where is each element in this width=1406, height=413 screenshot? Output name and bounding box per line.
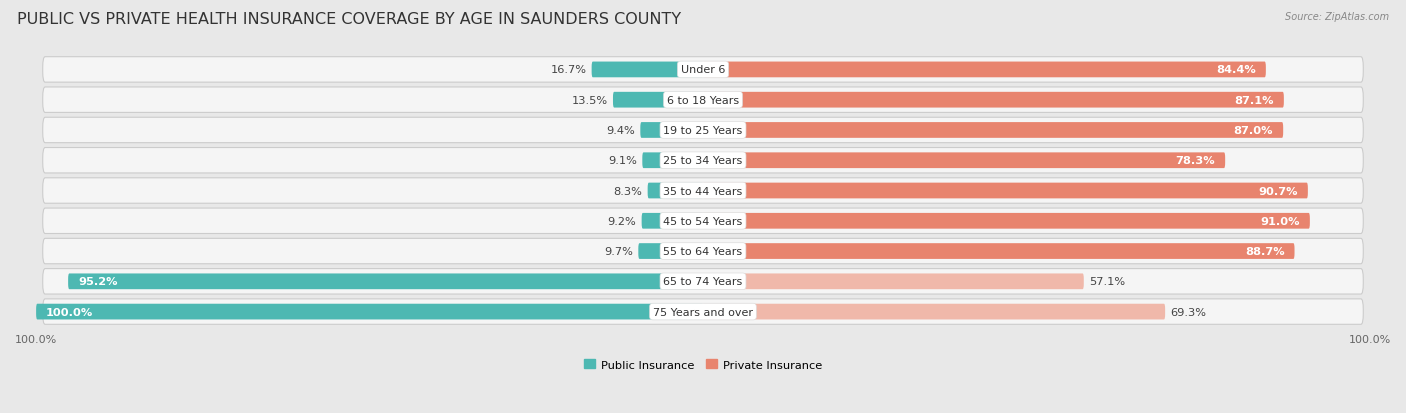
Text: 75 Years and over: 75 Years and over bbox=[652, 307, 754, 317]
FancyBboxPatch shape bbox=[641, 214, 703, 229]
Text: 45 to 54 Years: 45 to 54 Years bbox=[664, 216, 742, 226]
Text: 95.2%: 95.2% bbox=[79, 277, 118, 287]
FancyBboxPatch shape bbox=[42, 57, 1364, 83]
FancyBboxPatch shape bbox=[703, 93, 1284, 108]
Text: 100.0%: 100.0% bbox=[46, 307, 93, 317]
FancyBboxPatch shape bbox=[703, 214, 1310, 229]
FancyBboxPatch shape bbox=[703, 62, 1265, 78]
Text: Under 6: Under 6 bbox=[681, 65, 725, 75]
FancyBboxPatch shape bbox=[640, 123, 703, 138]
Text: 6 to 18 Years: 6 to 18 Years bbox=[666, 95, 740, 105]
FancyBboxPatch shape bbox=[703, 153, 1225, 169]
Text: 65 to 74 Years: 65 to 74 Years bbox=[664, 277, 742, 287]
FancyBboxPatch shape bbox=[648, 183, 703, 199]
Text: 90.7%: 90.7% bbox=[1258, 186, 1298, 196]
Text: 16.7%: 16.7% bbox=[550, 65, 586, 75]
FancyBboxPatch shape bbox=[643, 153, 703, 169]
Text: 9.4%: 9.4% bbox=[606, 126, 636, 135]
Text: 57.1%: 57.1% bbox=[1090, 277, 1125, 287]
FancyBboxPatch shape bbox=[37, 304, 703, 320]
FancyBboxPatch shape bbox=[42, 209, 1364, 234]
FancyBboxPatch shape bbox=[42, 118, 1364, 143]
FancyBboxPatch shape bbox=[613, 93, 703, 108]
FancyBboxPatch shape bbox=[703, 274, 1084, 290]
Legend: Public Insurance, Private Insurance: Public Insurance, Private Insurance bbox=[579, 355, 827, 374]
FancyBboxPatch shape bbox=[703, 183, 1308, 199]
FancyBboxPatch shape bbox=[42, 88, 1364, 113]
FancyBboxPatch shape bbox=[703, 244, 1295, 259]
FancyBboxPatch shape bbox=[638, 244, 703, 259]
Text: 19 to 25 Years: 19 to 25 Years bbox=[664, 126, 742, 135]
Text: 25 to 34 Years: 25 to 34 Years bbox=[664, 156, 742, 166]
FancyBboxPatch shape bbox=[42, 269, 1364, 294]
Text: 78.3%: 78.3% bbox=[1175, 156, 1215, 166]
FancyBboxPatch shape bbox=[42, 299, 1364, 325]
Text: 69.3%: 69.3% bbox=[1170, 307, 1206, 317]
Text: 9.7%: 9.7% bbox=[605, 247, 633, 256]
Text: 84.4%: 84.4% bbox=[1216, 65, 1256, 75]
Text: 9.2%: 9.2% bbox=[607, 216, 637, 226]
Text: 91.0%: 91.0% bbox=[1260, 216, 1301, 226]
FancyBboxPatch shape bbox=[42, 178, 1364, 204]
FancyBboxPatch shape bbox=[703, 304, 1166, 320]
Text: 8.3%: 8.3% bbox=[613, 186, 643, 196]
Text: 87.1%: 87.1% bbox=[1234, 95, 1274, 105]
FancyBboxPatch shape bbox=[67, 274, 703, 290]
FancyBboxPatch shape bbox=[42, 239, 1364, 264]
Text: Source: ZipAtlas.com: Source: ZipAtlas.com bbox=[1285, 12, 1389, 22]
FancyBboxPatch shape bbox=[592, 62, 703, 78]
Text: PUBLIC VS PRIVATE HEALTH INSURANCE COVERAGE BY AGE IN SAUNDERS COUNTY: PUBLIC VS PRIVATE HEALTH INSURANCE COVER… bbox=[17, 12, 681, 27]
FancyBboxPatch shape bbox=[42, 148, 1364, 173]
Text: 35 to 44 Years: 35 to 44 Years bbox=[664, 186, 742, 196]
Text: 87.0%: 87.0% bbox=[1233, 126, 1274, 135]
Text: 88.7%: 88.7% bbox=[1244, 247, 1285, 256]
Text: 9.1%: 9.1% bbox=[609, 156, 637, 166]
FancyBboxPatch shape bbox=[703, 123, 1284, 138]
Text: 13.5%: 13.5% bbox=[571, 95, 607, 105]
Text: 55 to 64 Years: 55 to 64 Years bbox=[664, 247, 742, 256]
